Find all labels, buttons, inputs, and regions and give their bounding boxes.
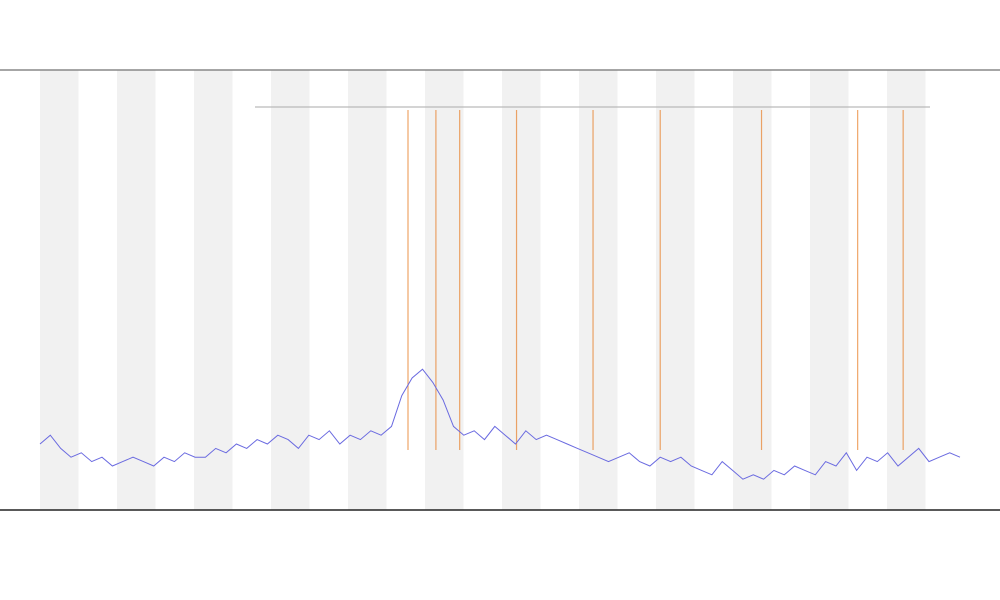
- band: [117, 70, 156, 510]
- band: [810, 70, 849, 510]
- signal-line: [39, 368, 961, 480]
- band: [425, 70, 464, 510]
- band: [656, 70, 695, 510]
- band: [348, 70, 387, 510]
- band: [579, 70, 618, 510]
- band: [502, 70, 541, 510]
- band: [887, 70, 926, 510]
- band: [733, 70, 772, 510]
- background-bands: [40, 70, 926, 510]
- band: [194, 70, 233, 510]
- band: [40, 70, 79, 510]
- band: [271, 70, 310, 510]
